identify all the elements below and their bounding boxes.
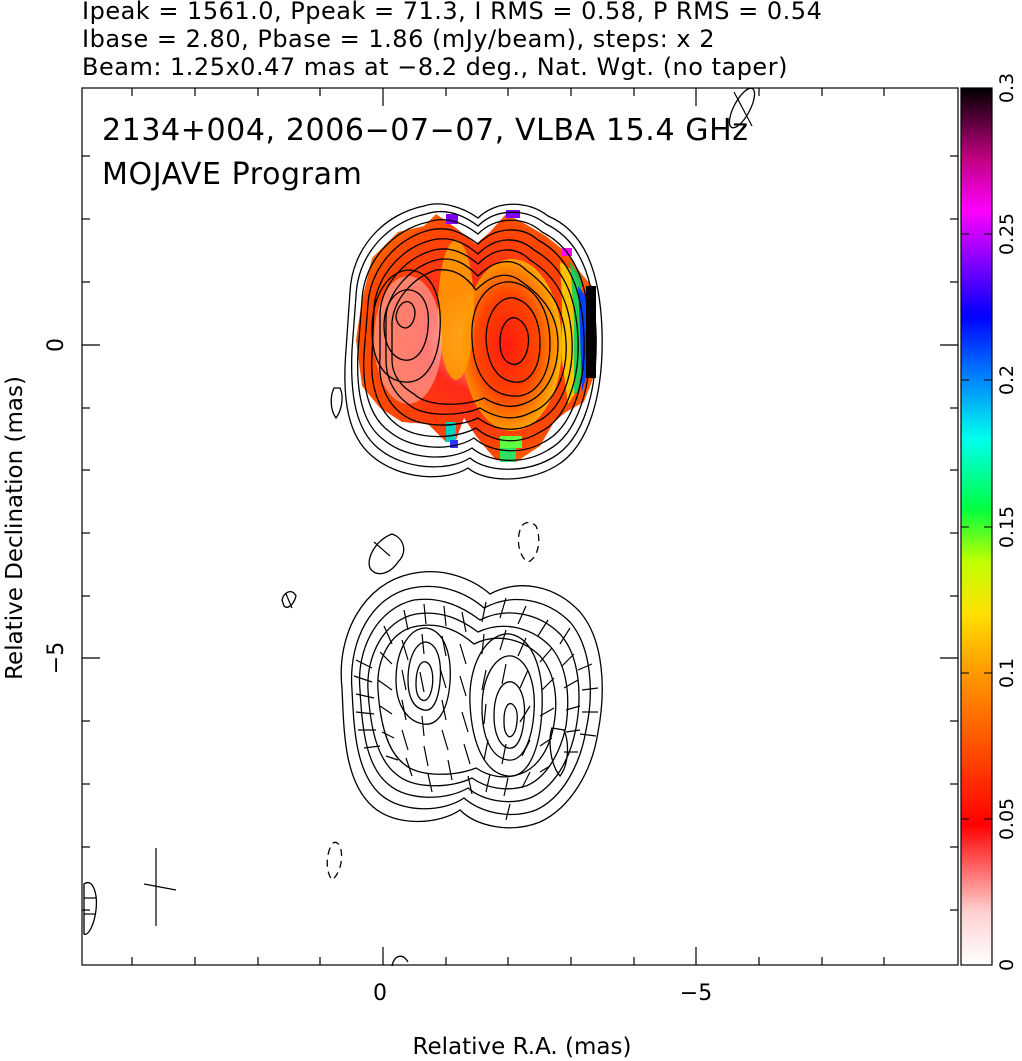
colorbar-ticks (961, 87, 992, 966)
colorbar-tick-0: 0 (996, 959, 1018, 971)
header-line-1: Ipeak = 1561.0, Ppeak = 71.3, I RMS = 0.… (82, 0, 822, 25)
y-axis-label: Relative Declination (mas) (2, 376, 28, 680)
y-tick-label-minus5: −5 (44, 642, 69, 674)
evpa-vectors (84, 541, 599, 926)
x-tick-label-minus5: −5 (680, 981, 712, 1006)
panel-title: 2134+004, 2006−07−07, VLBA 15.4 GHz (102, 113, 749, 148)
x-axis-label: Relative R.A. (mas) (413, 1034, 632, 1060)
plot-frame (81, 87, 959, 966)
y-tick-label-0: 0 (44, 338, 69, 352)
intensity-contours-lower (83, 521, 603, 967)
colorbar-tick-03: 0.3 (996, 73, 1018, 103)
axis-ticks (82, 88, 958, 965)
intensity-contours-upper (330, 87, 756, 480)
colorbar-tick-01: 0.1 (996, 658, 1018, 688)
colorbar-tick-015: 0.15 (996, 506, 1018, 548)
panel-subtitle: MOJAVE Program (102, 157, 362, 192)
header-line-2: Ibase = 2.80, Pbase = 1.86 (mJy/beam), s… (82, 25, 715, 53)
colorbar-tick-labels: 0 0.05 0.1 0.15 0.2 0.25 0.3 (996, 73, 1018, 971)
colorbar-tick-025: 0.25 (996, 213, 1018, 255)
polarization-fraction-map (356, 210, 596, 462)
colorbar-tick-02: 0.2 (996, 365, 1018, 395)
header-line-3: Beam: 1.25x0.47 mas at −8.2 deg., Nat. W… (82, 53, 788, 81)
colorbar-tick-005: 0.05 (996, 798, 1018, 840)
x-tick-label-0: 0 (373, 981, 387, 1006)
